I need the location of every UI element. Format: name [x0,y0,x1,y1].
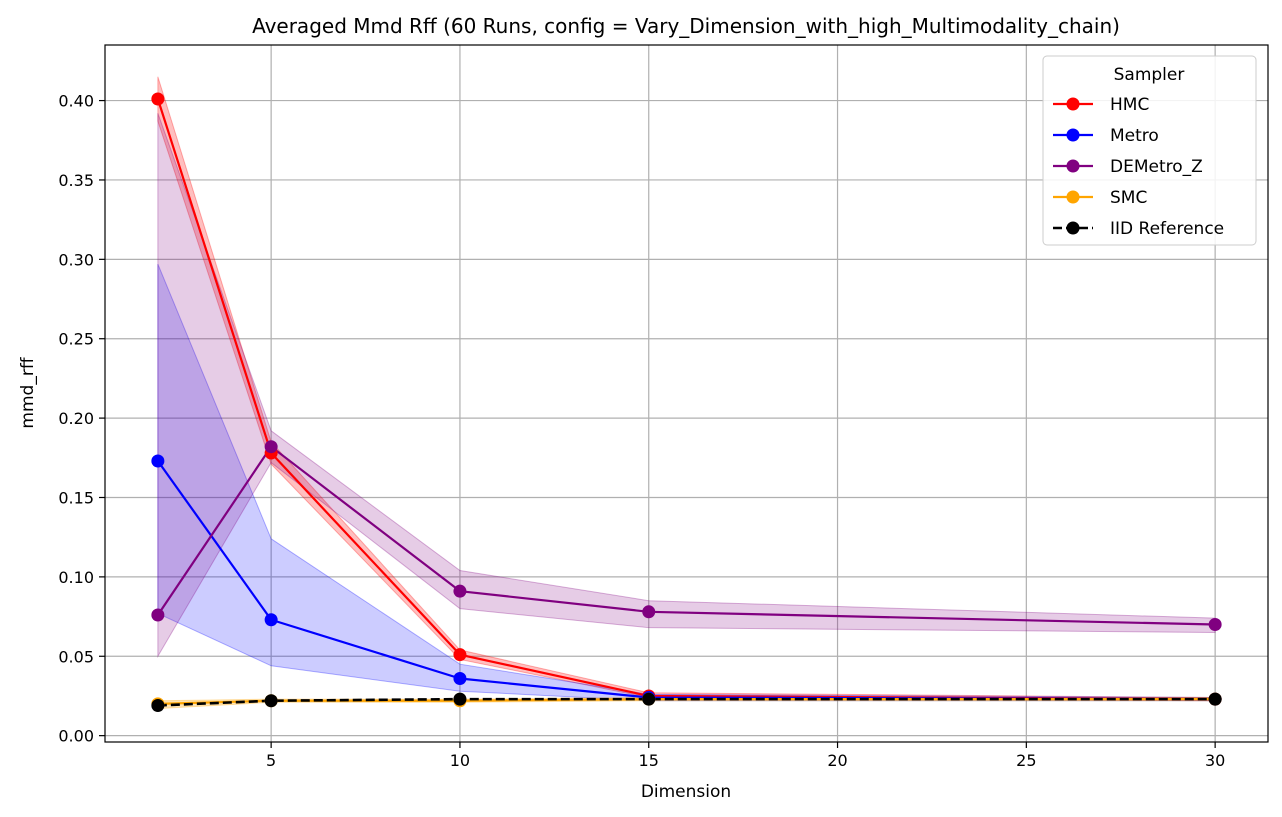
legend-demetro-z-marker [1066,159,1080,173]
legend-box [1042,55,1257,246]
legend-metro-marker [1066,128,1080,142]
x-tick-label: 20 [827,751,847,770]
plot-frame [104,44,1269,743]
metro-point [264,613,278,627]
legend-metro-label: Metro [1110,126,1159,146]
legend-iid-reference-label: IID Reference [1110,219,1224,239]
x-axis-label: Dimension [641,782,731,802]
y-tick-label: 0.05 [58,647,94,666]
metro-point [151,454,165,468]
x-tick-label: 10 [450,751,470,770]
y-tick-label: 0.00 [58,727,94,746]
legend: Sampler HMC Metro DEMetro_Z SMC IID Referenc… [1042,55,1257,246]
demetro-z-band [157,113,1216,659]
legend-hmc-label: HMC [1110,95,1149,115]
y-tick-label: 0.10 [58,568,94,587]
y-tick-label: 0.15 [58,488,94,507]
legend-smc-marker [1066,190,1080,204]
chart-title: Averaged Mmd Rff (60 Runs, config = Vary… [252,14,1120,38]
x-axis-ticks: 5 10 15 20 25 30 [266,742,1225,770]
demetro-z-point [453,584,467,598]
legend-smc-label: SMC [1110,188,1147,208]
legend-items: HMC Metro DEMetro_Z SMC IID Reference [1053,95,1224,239]
demetro-z-point [264,440,278,454]
demetro-z-point [151,608,165,622]
series-points [151,92,1222,712]
demetro-z-point [642,605,656,619]
legend-hmc-marker [1066,97,1080,111]
iid-reference-point [642,692,656,706]
metro-point [453,671,467,685]
iid-reference-point [264,694,278,708]
legend-demetro-z-label: DEMetro_Z [1110,157,1203,177]
y-tick-label: 0.40 [58,92,94,111]
legend-iid-reference-marker [1066,221,1080,235]
y-tick-label: 0.25 [58,330,94,349]
x-tick-label: 25 [1016,751,1036,770]
hmc-point [151,92,165,106]
iid-reference-point [453,692,467,706]
x-tick-label: 30 [1205,751,1225,770]
y-tick-label: 0.30 [58,250,94,269]
legend-title: Sampler [1114,65,1185,85]
x-tick-label: 15 [639,751,659,770]
demetro-z-point [1208,618,1222,632]
y-tick-label: 0.35 [58,171,94,190]
iid-reference-point [151,698,165,712]
y-axis-ticks: 0.00 0.05 0.10 0.15 0.20 0.25 0.30 0.35 0.40 [58,92,105,746]
y-axis-label: mmd_rff [18,356,38,428]
x-tick-label: 5 [266,751,276,770]
y-tick-label: 0.20 [58,409,94,428]
grid-lines [105,45,1268,742]
hmc-point [453,648,467,662]
iid-reference-point [1208,692,1222,706]
